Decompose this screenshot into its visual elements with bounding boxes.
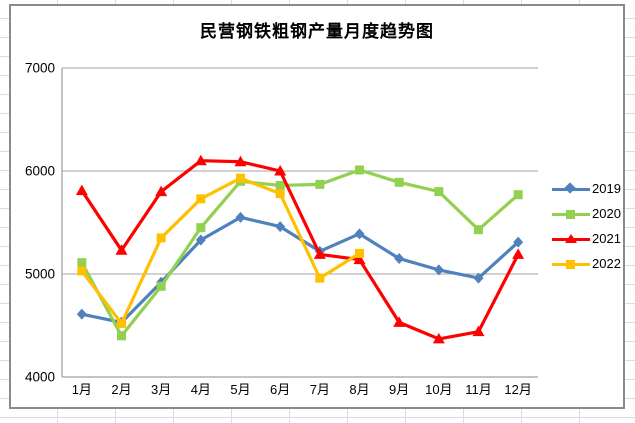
- marker-square[interactable]: [156, 233, 166, 243]
- x-tick-label: 8月: [349, 382, 369, 397]
- x-tick-label: 11月: [465, 382, 492, 397]
- x-tick-label: 10月: [425, 382, 452, 397]
- square-marker-icon: [552, 208, 590, 220]
- marker-triangle[interactable]: [512, 248, 525, 259]
- marker-triangle[interactable]: [313, 248, 326, 259]
- x-tick-label: 5月: [230, 382, 250, 397]
- marker-triangle[interactable]: [472, 325, 485, 337]
- marker-square[interactable]: [117, 318, 126, 328]
- series-line-2021[interactable]: [80, 159, 520, 341]
- marker-diamond[interactable]: [275, 221, 286, 233]
- marker-square[interactable]: [275, 180, 285, 190]
- marker-triangle[interactable]: [194, 154, 207, 166]
- legend-label: 2019: [592, 181, 621, 196]
- marker-diamond[interactable]: [235, 211, 246, 223]
- marker-diamond[interactable]: [433, 264, 444, 276]
- series-line-2020[interactable]: [80, 168, 520, 338]
- marker-diamond[interactable]: [354, 228, 365, 240]
- x-tick-label: 2月: [111, 382, 131, 397]
- marker-diamond[interactable]: [195, 234, 206, 246]
- marker-square[interactable]: [156, 281, 166, 291]
- square-marker-icon: [552, 258, 590, 270]
- marker-triangle[interactable]: [432, 332, 445, 344]
- marker-triangle[interactable]: [234, 155, 247, 167]
- marker-square[interactable]: [434, 187, 444, 197]
- x-tick-label: 6月: [270, 382, 290, 397]
- triangle-marker-icon: [552, 233, 590, 245]
- marker-triangle[interactable]: [353, 253, 366, 265]
- legend-label: 2022: [592, 256, 621, 271]
- marker-square[interactable]: [236, 173, 245, 183]
- y-tick-label: 5000: [25, 267, 55, 282]
- marker-square[interactable]: [117, 331, 126, 341]
- x-tick-label: 12月: [504, 382, 531, 397]
- diamond-marker-icon: [552, 181, 590, 195]
- y-tick-label: 4000: [25, 370, 55, 385]
- marker-square[interactable]: [394, 177, 404, 187]
- chart-object[interactable]: 民营钢铁粗钢产量月度趋势图: [9, 4, 625, 409]
- marker-square[interactable]: [77, 266, 87, 276]
- legend-entry-2022[interactable]: 2022: [552, 251, 632, 276]
- marker-triangle[interactable]: [75, 184, 88, 196]
- marker-square[interactable]: [355, 165, 364, 175]
- legend-entry-2020[interactable]: 2020: [552, 201, 632, 226]
- marker-square[interactable]: [196, 194, 206, 204]
- marker-triangle[interactable]: [115, 244, 128, 255]
- marker-diamond[interactable]: [513, 236, 524, 248]
- x-tick-label: 3月: [151, 382, 171, 397]
- legend-entry-2019[interactable]: 2019: [552, 176, 632, 201]
- marker-diamond[interactable]: [473, 272, 484, 284]
- y-tick-label: 6000: [25, 164, 55, 179]
- marker-square[interactable]: [513, 190, 523, 200]
- chart-legend[interactable]: 2019 2020 2021 2022: [552, 176, 632, 276]
- legend-label: 2020: [592, 206, 621, 221]
- marker-triangle[interactable]: [274, 165, 287, 176]
- marker-square[interactable]: [315, 273, 325, 283]
- marker-square[interactable]: [275, 189, 285, 199]
- y-tick-label: 7000: [25, 61, 55, 76]
- marker-diamond[interactable]: [76, 308, 87, 320]
- x-tick-label: 1月: [72, 382, 92, 397]
- marker-square[interactable]: [474, 225, 483, 235]
- chart-title: 民营钢铁粗钢产量月度趋势图: [200, 22, 434, 41]
- marker-square[interactable]: [315, 179, 325, 189]
- marker-triangle[interactable]: [155, 185, 168, 197]
- x-tick-label: 9月: [389, 382, 409, 397]
- x-tick-label: 7月: [310, 382, 330, 397]
- marker-square[interactable]: [77, 258, 87, 268]
- marker-square[interactable]: [355, 248, 364, 258]
- x-tick-label: 4月: [191, 382, 211, 397]
- marker-square[interactable]: [196, 223, 206, 233]
- series-line-2022[interactable]: [80, 176, 361, 326]
- marker-diamond[interactable]: [394, 253, 405, 265]
- legend-label: 2021: [592, 231, 621, 246]
- marker-triangle[interactable]: [393, 316, 406, 327]
- legend-entry-2021[interactable]: 2021: [552, 226, 632, 251]
